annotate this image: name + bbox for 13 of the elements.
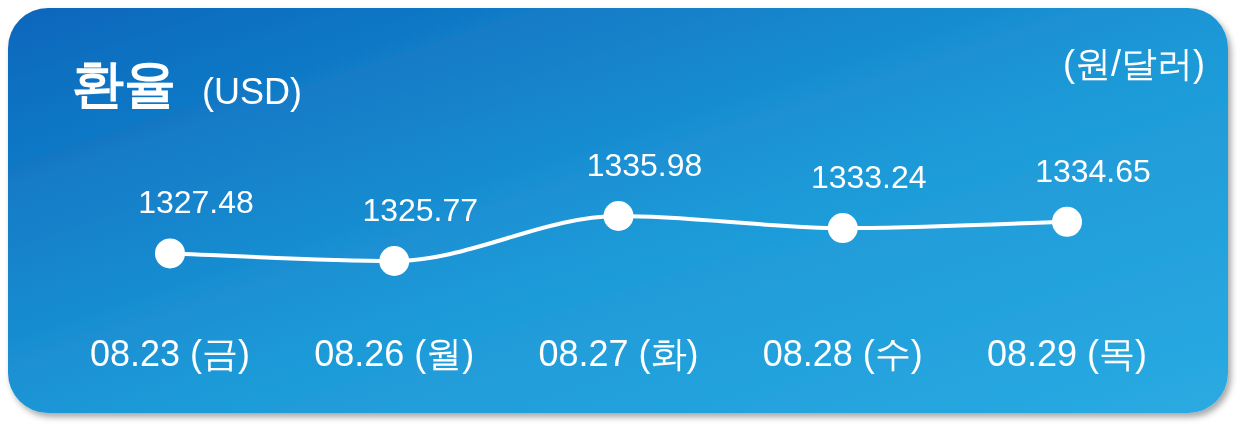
x-tick-label: 08.28 (수) (762, 333, 923, 374)
data-label: 1334.65 (1035, 152, 1151, 189)
data-label: 1333.24 (810, 159, 927, 196)
chart-title: 환율 (72, 55, 176, 113)
y-axis-title: (원/달러) (1063, 43, 1205, 84)
x-tick-label: 08.29 (목) (986, 333, 1148, 374)
x-tick-label: 08.23 (금) (89, 333, 251, 374)
x-tick-label: 08.27 (화) (538, 333, 699, 374)
data-label: 1325.77 (362, 192, 479, 228)
data-label: 1335.98 (586, 147, 703, 183)
data-label: 1327.48 (138, 184, 254, 221)
chart-subtitle: (USD) (202, 71, 302, 112)
x-tick-label: 08.26 (월) (314, 333, 475, 374)
